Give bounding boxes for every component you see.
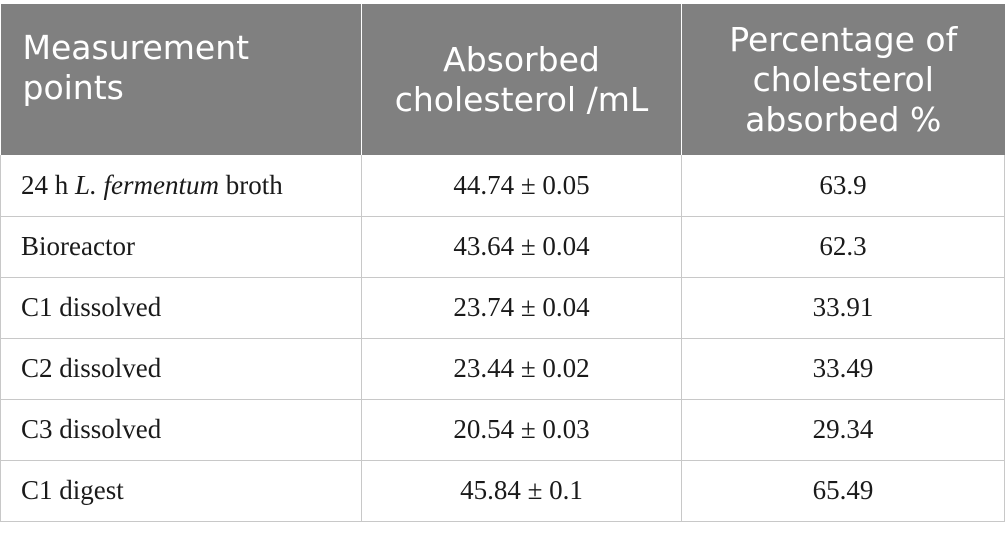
point-prefix: C2 dissolved [21, 353, 162, 383]
point-prefix: 24 h [21, 169, 75, 200]
cell-percentage: 63.9 [681, 155, 1005, 217]
data-table: Measurement points Absorbed cholesterol … [0, 4, 1005, 522]
header-row: Measurement points Absorbed cholesterol … [0, 4, 1005, 155]
point-prefix: C1 dissolved [21, 292, 162, 322]
cell-percentage: 65.49 [681, 459, 1005, 522]
table-row: 24 h L. fermentum broth 44.74 ± 0.05 63.… [0, 155, 1005, 217]
point-prefix: C1 digest [21, 475, 124, 505]
point-prefix: Bioreactor [21, 231, 135, 261]
cell-measurement-point: 24 h L. fermentum broth [0, 155, 362, 217]
table-row: C2 dissolved 23.44 ± 0.02 33.49 [0, 337, 1005, 400]
cell-absorbed: 23.44 ± 0.02 [361, 337, 682, 400]
table-body: 24 h L. fermentum broth 44.74 ± 0.05 63.… [0, 155, 1005, 522]
table-row: C1 dissolved 23.74 ± 0.04 33.91 [0, 276, 1005, 339]
cell-absorbed: 45.84 ± 0.1 [361, 459, 682, 522]
cell-percentage: 33.91 [681, 276, 1005, 339]
cell-percentage: 29.34 [681, 398, 1005, 461]
table-row: C1 digest 45.84 ± 0.1 65.49 [0, 459, 1005, 522]
table-row: C3 dissolved 20.54 ± 0.03 29.34 [0, 398, 1005, 461]
cell-percentage: 62.3 [681, 215, 1005, 278]
header-measurement-points: Measurement points [0, 4, 362, 155]
table-header: Measurement points Absorbed cholesterol … [0, 4, 1005, 155]
header-percentage-absorbed: Percentage of cholesterol absorbed % [681, 4, 1005, 155]
table-row: Bioreactor 43.64 ± 0.04 62.3 [0, 215, 1005, 278]
cell-measurement-point: Bioreactor [0, 215, 362, 278]
cell-measurement-point: C1 digest [0, 459, 362, 522]
point-prefix: C3 dissolved [21, 414, 162, 444]
cell-measurement-point: C2 dissolved [0, 337, 362, 400]
point-suffix: broth [219, 169, 283, 200]
cell-absorbed: 44.74 ± 0.05 [361, 155, 682, 217]
cell-absorbed: 23.74 ± 0.04 [361, 276, 682, 339]
cell-absorbed: 20.54 ± 0.03 [361, 398, 682, 461]
point-italic: L. fermentum [75, 169, 219, 200]
data-table-container: Measurement points Absorbed cholesterol … [0, 4, 1005, 522]
cell-absorbed: 43.64 ± 0.04 [361, 215, 682, 278]
header-absorbed-cholesterol: Absorbed cholesterol /mL [361, 4, 682, 155]
cell-measurement-point: C1 dissolved [0, 276, 362, 339]
cell-percentage: 33.49 [681, 337, 1005, 400]
cell-measurement-point: C3 dissolved [0, 398, 362, 461]
